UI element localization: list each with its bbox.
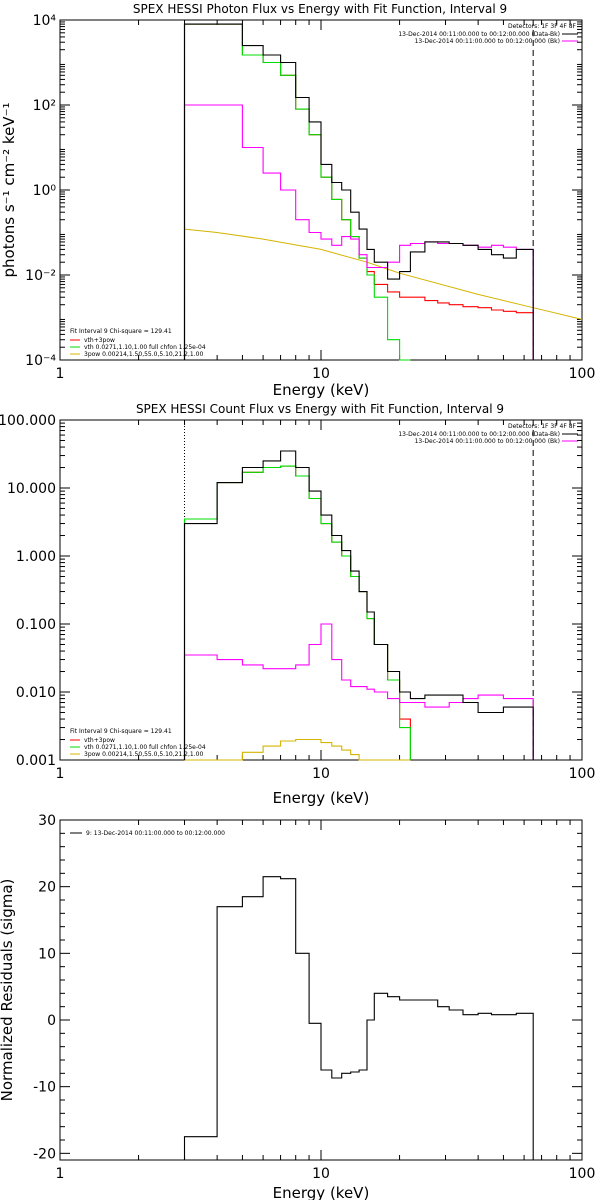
- series-vth-line: [183, 23, 411, 361]
- y-tick-label: 0.001: [16, 753, 56, 769]
- fit-legend-3pow: 3pow 0.00214,1.50,55.0,5.10,21.2,1.00: [84, 751, 203, 758]
- series-vth-3pow-line: [183, 465, 411, 760]
- detectors-label: Detectors: 1F 3F 4F 8F: [508, 23, 577, 30]
- y-tick-label: 100.000: [0, 413, 56, 429]
- residuals-panel: Energy (keV) Normalized Residuals (sigma…: [0, 813, 595, 1200]
- fit-legend-heading: Fit Interval 9 Chi-square = 129.41: [70, 728, 172, 735]
- x-tick-label: 1: [56, 366, 65, 382]
- x-axis-label: Energy (keV): [273, 789, 370, 807]
- detectors-label: Detectors: 1F 3F 4F 8F: [508, 423, 577, 430]
- photon-flux-panel: SPEX HESSI Photon Flux vs Energy with Fi…: [0, 2, 595, 399]
- chart-title: SPEX HESSI Count Flux vs Energy with Fit…: [136, 402, 504, 416]
- y-axis-label: photons s⁻¹ cm⁻² keV⁻¹: [0, 103, 18, 278]
- y-tick-label: -20: [33, 1146, 56, 1162]
- y-axis-label: Normalized Residuals (sigma): [0, 879, 16, 1102]
- y-tick-label: 0.100: [16, 617, 56, 633]
- x-tick-label: 10: [312, 366, 330, 382]
- series-vth-line: [183, 465, 411, 760]
- y-tick-label: 10⁴: [33, 13, 57, 29]
- y-tick-label: 10⁻²: [25, 268, 56, 284]
- y-tick-label: 10⁰: [33, 183, 57, 199]
- y-tick-label: 0: [47, 1013, 56, 1029]
- chart-title: SPEX HESSI Photon Flux vs Energy with Fi…: [133, 2, 507, 16]
- time-label-bk: 13-Dec-2014 00:11:00.000 to 00:12:00.000…: [415, 38, 560, 45]
- x-axis-label: Energy (keV): [273, 381, 370, 399]
- series-data-bk-line: [183, 23, 534, 360]
- plot-frame: [59, 819, 583, 1161]
- series-data-bk-line: [183, 450, 534, 760]
- y-tick-label: 20: [38, 880, 56, 896]
- x-tick-label: 1: [56, 1166, 65, 1182]
- x-tick-label: 10: [312, 1166, 330, 1182]
- fit-legend-heading: Fit Interval 9 Chi-square = 129.41: [70, 328, 172, 335]
- y-tick-label: 10⁻⁴: [25, 353, 56, 369]
- fit-legend: Fit Interval 9 Chi-square = 129.41 vth+3…: [70, 728, 206, 758]
- y-tick-label: 10: [38, 946, 56, 962]
- fit-legend-total: vth+3pow: [84, 737, 115, 744]
- series-vth-3pow-line: [183, 23, 534, 360]
- series-3pow-line: [184, 228, 583, 320]
- x-tick-label: 100: [569, 766, 596, 782]
- time-label-bk: 13-Dec-2014 00:11:00.000 to 00:12:00.000…: [415, 438, 560, 445]
- series-3pow-line: [184, 738, 411, 761]
- y-tick-label: 10²: [33, 98, 56, 114]
- x-tick-label: 100: [569, 1166, 596, 1182]
- y-tick-label: 30: [38, 813, 56, 829]
- fit-legend-vth: vth 0.0271,1.10,1.00 full chfon 1.25e-04: [84, 744, 206, 751]
- series-bk-line: [183, 623, 534, 760]
- y-tick-label: 1.000: [16, 549, 56, 565]
- series-9-13-dec-2014-00-11-00-000-to-00-12-00-000-line: [183, 876, 534, 1160]
- fit-legend: Fit Interval 9 Chi-square = 129.41 vth+3…: [70, 328, 206, 358]
- y-tick-label: 10.000: [7, 481, 56, 497]
- series-bk-line: [183, 104, 534, 360]
- fit-legend-total: vth+3pow: [84, 337, 115, 344]
- time-label-data: 13-Dec-2014 00:11:00.000 to 00:12:00.000…: [398, 31, 560, 38]
- x-axis-label: Energy (keV): [273, 1184, 370, 1200]
- residuals-legend: 9: 13-Dec-2014 00:11:00.000 to 00:12:00.…: [86, 830, 225, 837]
- y-tick-label: 0.010: [16, 685, 56, 701]
- plot-frame: [59, 19, 583, 361]
- y-tick-label: -10: [33, 1080, 56, 1096]
- fit-legend-vth: vth 0.0271,1.10,1.00 full chfon 1.25e-04: [84, 344, 206, 351]
- count-flux-panel: SPEX HESSI Count Flux vs Energy with Fit…: [0, 402, 595, 807]
- x-tick-label: 1: [56, 766, 65, 782]
- time-label-data: 13-Dec-2014 00:11:00.000 to 00:12:00.000…: [398, 431, 560, 438]
- x-tick-label: 10: [312, 766, 330, 782]
- x-tick-label: 100: [569, 366, 596, 382]
- fit-legend-3pow: 3pow 0.00214,1.50,55.0,5.10,21.2,1.00: [84, 351, 203, 358]
